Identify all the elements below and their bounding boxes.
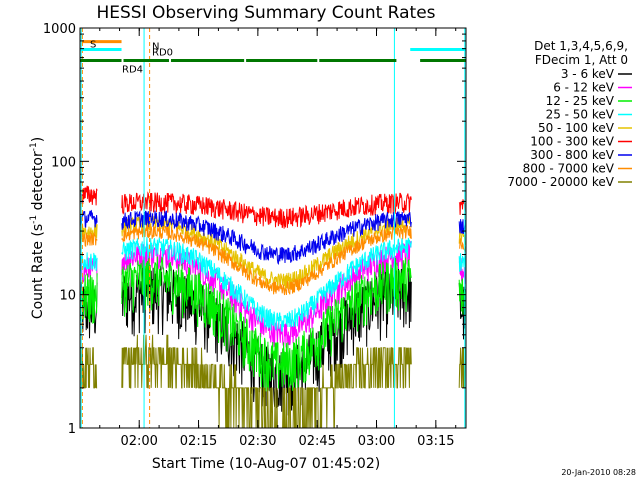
legend-label-6: 300 - 800 keV [530,148,614,162]
legend-label-5: 100 - 300 keV [530,135,614,149]
y-axis-label-end: ) [30,137,46,142]
x-tick-label: 03:15 [417,434,454,449]
y-axis-label: Count Rate (s-1 detector-1) [29,137,46,319]
state-label-S: S [90,40,96,51]
legend-label-4: 50 - 100 keV [538,121,615,135]
y-axis-label-sup1: -1 [29,215,39,224]
x-tick-label: 02:45 [298,434,335,449]
state-label-N: N [152,41,159,52]
legend-label-2: 12 - 25 keV [546,94,615,108]
legend-header-line1: Det 1,3,4,5,6,9, [534,39,628,53]
x-tick-label: 02:00 [120,434,157,449]
x-tick-label: 02:30 [239,434,276,449]
timestamp: 20-Jan-2010 08:28 [561,468,636,477]
legend-label-3: 25 - 50 keV [546,108,615,122]
x-tick-label: 03:00 [358,434,395,449]
x-tick-label: 02:15 [180,434,217,449]
y-axis-label-sup2: -1 [29,142,39,151]
x-axis: 02:00 02:15 02:30 02:45 03:00 03:15 [79,28,457,449]
y-tick-label: 10 [59,289,76,304]
y-axis: 1 10 100 1000 [43,22,466,437]
state-label-RD0: RD0 [152,48,173,59]
state-label-RD4: RD4 [122,65,143,76]
plot-frame [79,27,467,429]
y-axis-label-mid: detector [30,151,46,215]
legend-header-line2: FDecim 1, Att 0 [535,53,628,67]
x-axis-label: Start Time (10-Aug-07 01:45:02) [152,456,380,472]
vertical-markers [80,28,466,428]
series-layer [80,185,466,428]
legend-label-7: 800 - 7000 keV [523,162,615,176]
legend-label-8: 7000 - 20000 keV [507,175,614,189]
y-tick-label: 1 [68,422,76,437]
legend: Det 1,3,4,5,6,9, FDecim 1, Att 0 3 - 6 k… [507,39,632,189]
legend-label-1: 6 - 12 keV [553,81,615,95]
y-tick-label: 100 [51,155,76,170]
y-tick-label: 1000 [43,22,76,37]
chart-title: HESSI Observing Summary Count Rates [96,3,435,23]
y-axis-label-main: Count Rate (s [30,224,46,319]
legend-label-0: 3 - 6 keV [561,67,615,81]
